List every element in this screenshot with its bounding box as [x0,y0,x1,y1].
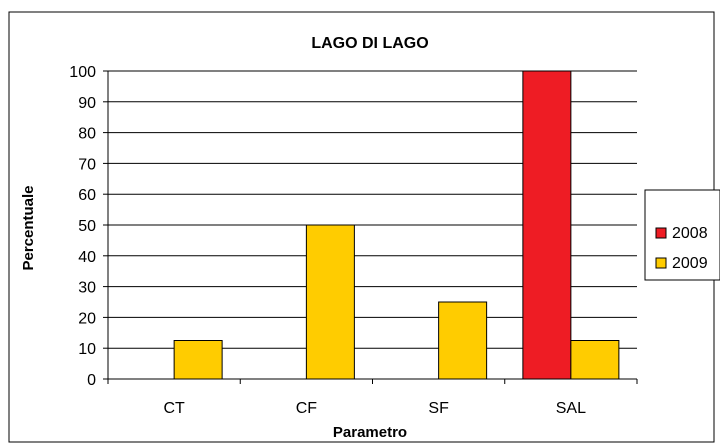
legend-label: 2009 [672,255,708,272]
legend-label: 2008 [672,225,708,242]
bar [305,224,355,380]
y-tick-label: 40 [78,249,96,266]
x-tick-labels: CT CF SF SAL [163,400,586,417]
x-tick-label: CF [296,400,318,417]
axes [103,70,638,384]
legend-swatch [655,227,667,239]
legend: 2008 2009 [644,189,720,281]
bar [570,340,620,380]
x-tick-label: SAL [556,400,586,417]
y-tick-label: 30 [78,280,96,297]
y-tick-label: 100 [69,64,96,81]
x-tick-label: CT [163,400,185,417]
legend-swatch [655,257,667,269]
y-tick-label: 70 [78,156,96,173]
x-tick-label: SF [428,400,449,417]
y-axis-title: Percentuale [20,185,37,270]
y-tick-label: 80 [78,126,96,143]
y-tick-labels: 0 10 20 30 40 50 60 70 80 90 100 [69,64,96,389]
bar [438,301,488,380]
x-axis-title: Parametro [333,424,407,441]
y-tick-label: 0 [87,372,96,389]
y-tick-label: 90 [78,95,96,112]
bar [173,340,223,380]
y-tick-label: 10 [78,341,96,358]
chart-title: LAGO DI LAGO [311,35,428,52]
bar [522,70,572,380]
y-tick-label: 60 [78,187,96,204]
y-tick-label: 50 [78,218,96,235]
y-tick-label: 20 [78,310,96,327]
